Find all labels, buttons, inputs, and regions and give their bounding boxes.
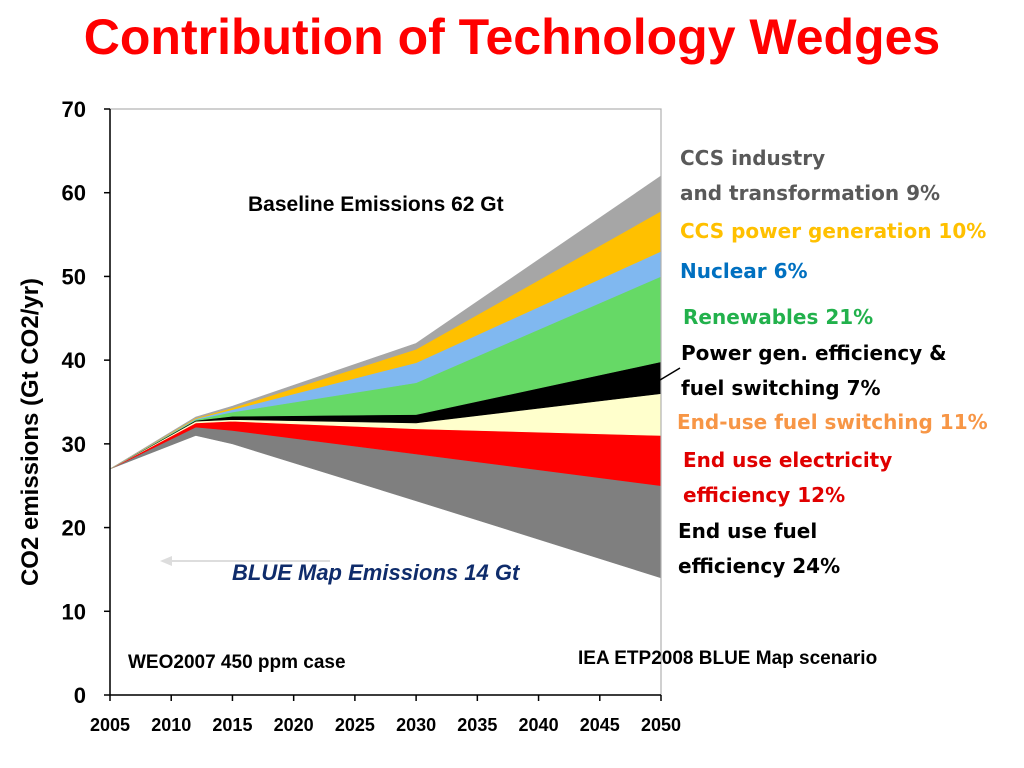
y-tick-label: 10 [62, 599, 86, 624]
label-end-use-fuel-line1: End use fuel [678, 519, 818, 543]
y-tick-label: 0 [74, 683, 86, 708]
label-end-use-switch: End-use fuel switching 11% [677, 410, 988, 434]
label-renewables: Renewables 21% [683, 305, 874, 329]
wedge-layer [109, 175, 662, 579]
label-nuclear: Nuclear 6% [680, 259, 808, 283]
y-tick-label: 40 [62, 348, 86, 373]
weo-annotation: WEO2007 450 ppm case [128, 652, 346, 673]
y-tick-label: 50 [62, 264, 86, 289]
x-tick-label: 2025 [335, 715, 375, 735]
label-end-use-elec-line1: End use electricity [683, 448, 893, 472]
chart-title: Contribution of Technology Wedges [83, 9, 941, 65]
x-tick-label: 2015 [212, 715, 252, 735]
label-ccs-industry-line1: CCS industry [680, 146, 826, 170]
x-tick-label: 2035 [457, 715, 497, 735]
power-gen-leader-line [659, 367, 681, 381]
etp-annotation: IEA ETP2008 BLUE Map scenario [578, 648, 878, 669]
x-tick-label: 2010 [151, 715, 191, 735]
x-tick-label: 2030 [396, 715, 436, 735]
x-tick-label: 2020 [274, 715, 314, 735]
label-end-use-fuel: End use fuel efficiency 24% [678, 514, 840, 584]
y-tick-label: 60 [62, 181, 86, 206]
label-power-gen: Power gen. efficiency & fuel switching 7… [681, 336, 947, 406]
x-tick-label: 2005 [90, 715, 130, 735]
x-tick-label: 2050 [641, 715, 681, 735]
label-end-use-elec: End use electricity efficiency 12% [683, 443, 892, 513]
label-ccs-industry-line2: and transformation 9% [680, 181, 941, 205]
y-axis-label: CO2 emissions (Gt CO2/yr) [17, 278, 44, 586]
label-power-gen-line1: Power gen. efficiency & [681, 341, 947, 365]
y-tick-label: 30 [62, 432, 86, 457]
blue-map-arrowhead [160, 556, 172, 566]
y-tick-label: 70 [62, 97, 86, 122]
label-end-use-elec-line2: efficiency 12% [683, 483, 846, 507]
x-tick-label: 2045 [580, 715, 620, 735]
label-power-gen-line2: fuel switching 7% [681, 376, 881, 400]
x-tick-label: 2040 [519, 715, 559, 735]
y-tick-label: 20 [62, 516, 86, 541]
label-ccs-industry: CCS industry and transformation 9% [680, 141, 940, 211]
label-ccs-power: CCS power generation 10% [680, 219, 987, 243]
blue-map-annotation: BLUE Map Emissions 14 Gt [232, 560, 520, 585]
label-end-use-fuel-line2: efficiency 24% [678, 554, 841, 578]
baseline-annotation: Baseline Emissions 62 Gt [248, 193, 504, 216]
